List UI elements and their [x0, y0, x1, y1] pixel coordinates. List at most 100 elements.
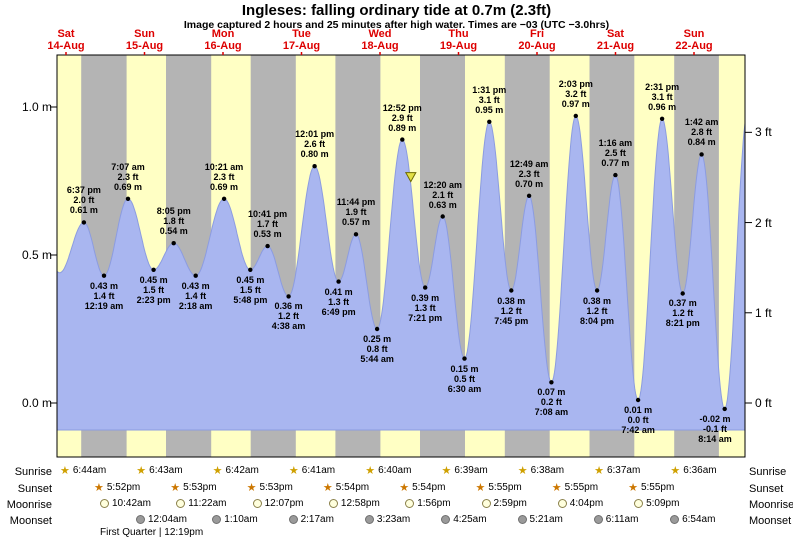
- tide-extreme-dot: [526, 193, 532, 198]
- sunrise-icon: ★: [441, 464, 452, 477]
- sunrise-time: 6:41am: [301, 465, 336, 476]
- sunrise-time: 6:44am: [72, 465, 107, 476]
- sunrise-icon: ★: [288, 464, 299, 477]
- annotation-line: 1.4 ft: [185, 290, 207, 301]
- annotation-line: 2.8 ft: [691, 127, 713, 138]
- sunrise-time: 6:37am: [606, 465, 641, 476]
- tide-extreme-dot: [423, 285, 428, 290]
- tide-extreme-dot: [353, 232, 359, 237]
- moonrise-entry: 5:09pm: [634, 498, 679, 509]
- y-axis-label-feet: 3 ft: [755, 125, 772, 140]
- moonrise-time: 12:07pm: [264, 498, 304, 509]
- annotation-line: 0.8 ft: [366, 344, 388, 354]
- annotation-line: 12:52 pm: [382, 102, 422, 113]
- tide-high-annotation: 2:03 pm 3.2 ft 0.97 m: [559, 79, 593, 109]
- chart-subtitle: Image captured 2 hours and 25 minutes af…: [183, 19, 610, 31]
- sunset-time: 5:53pm: [183, 482, 217, 493]
- annotation-line: 12:01 pm: [295, 129, 335, 140]
- tide-high-annotation: 10:21 am 2.3 ft 0.69 m: [205, 162, 244, 192]
- sunrise-icon: ★: [60, 464, 70, 477]
- tide-high-annotation: 12:01 pm 2.6 ft 0.80 m: [295, 129, 334, 159]
- tide-low-annotation: 0.15 m 0.5 ft 6:30 am: [448, 364, 482, 394]
- moonset-time: 6:54am: [682, 514, 716, 525]
- moonrise-time: 12:58pm: [340, 498, 380, 509]
- day-label: Mon 16-Aug: [204, 28, 241, 52]
- y-axis-label-meters: 0.5 m: [21, 248, 52, 262]
- sunset-time: 5:55pm: [488, 482, 522, 493]
- tide-extreme-dot: [440, 214, 445, 219]
- moonrise-icon: [481, 499, 491, 508]
- day-name: Sun: [134, 28, 155, 40]
- moonrise-entry: 4:04pm: [557, 498, 604, 509]
- tide-low-annotation: 0.45 m 1.5 ft 5:48 pm: [233, 275, 267, 305]
- annotation-line: 0.43 m: [181, 280, 210, 291]
- annotation-line: 0.95 m: [475, 104, 504, 115]
- annotation-line: 6:37 pm: [66, 185, 101, 196]
- sunrise-icon: ★: [136, 464, 147, 477]
- annotation-line: 8:14 am: [698, 433, 732, 444]
- sunset-icon: ★: [322, 481, 333, 494]
- sunrise-time: 6:43am: [149, 465, 183, 476]
- moonrise-entry: 12:58pm: [328, 498, 380, 509]
- sunset-entry: ★ 5:54pm: [399, 482, 445, 493]
- moonset-time: 12:04am: [148, 514, 187, 525]
- row-label-moonset-left: Moonset: [9, 515, 52, 527]
- moonrise-icon: [405, 499, 415, 508]
- annotation-line: 2:03 pm: [558, 78, 593, 89]
- moonset-entry: 5:21am: [517, 514, 563, 525]
- day-label: Sun 22-Aug: [675, 28, 713, 52]
- tide-extreme-dot: [680, 291, 685, 296]
- annotation-line: 1.2 ft: [500, 305, 522, 316]
- y-axis-label-meters: 1.0 m: [21, 100, 52, 114]
- moonset-icon: [593, 515, 603, 524]
- y-axis-label-feet: 2 ft: [755, 215, 772, 230]
- annotation-line: 8:21 pm: [665, 318, 700, 329]
- moonrise-icon: [176, 499, 186, 508]
- sunset-entry: ★ 5:55pm: [628, 482, 674, 493]
- day-date: 21-Aug: [596, 39, 635, 52]
- annotation-line: 10:21 am: [204, 161, 244, 172]
- annotation-line: 5:44 am: [360, 354, 394, 364]
- annotation-line: 0.57 m: [341, 217, 370, 228]
- annotation-line: 0.61 m: [69, 205, 98, 216]
- moonrise-entry: 12:07pm: [252, 498, 304, 509]
- annotation-line: 0.54 m: [159, 226, 188, 237]
- annotation-line: 0.39 m: [411, 292, 440, 303]
- sunrise-time: 6:36am: [683, 465, 717, 476]
- annotation-line: 0.43 m: [89, 280, 118, 291]
- moonset-icon: [364, 515, 374, 524]
- moonrise-time: 4:04pm: [569, 498, 604, 509]
- day-label: Tue 17-Aug: [283, 28, 320, 52]
- moonset-entry: 1:10am: [212, 514, 258, 525]
- tide-high-annotation: 11:44 pm 1.9 ft 0.57 m: [337, 197, 376, 227]
- day-date: 22-Aug: [675, 39, 713, 52]
- annotation-line: 7:08 am: [534, 407, 569, 418]
- day-name: Tue: [292, 28, 311, 40]
- tide-extreme-dot: [635, 397, 641, 403]
- moonrise-icon: [252, 499, 262, 508]
- moonrise-icon: [634, 499, 644, 508]
- annotation-line: 0.0 ft: [627, 415, 649, 426]
- annotation-line: 0.01 m: [624, 405, 653, 416]
- moonset-entry: 4:25am: [441, 514, 487, 525]
- annotation-line: -0.1 ft: [702, 423, 727, 434]
- moonset-entry: 12:04am: [136, 514, 187, 525]
- sunset-icon: ★: [399, 481, 410, 494]
- day-label: Sun 15-Aug: [126, 28, 163, 52]
- annotation-line: 0.37 m: [668, 298, 697, 309]
- sunrise-entry: ★ 6:41am: [289, 465, 335, 476]
- annotation-line: 0.5 ft: [453, 373, 475, 384]
- sunrise-time: 6:40am: [378, 465, 412, 476]
- tide-extreme-dot: [265, 243, 270, 249]
- y-axis-label-meters: 0.0 m: [21, 396, 52, 410]
- sunset-entry: ★ 5:53pm: [247, 482, 293, 493]
- annotation-line: 2.3 ft: [213, 171, 235, 182]
- sunrise-entry: ★ 6:43am: [136, 465, 182, 476]
- row-label-moonrise-left: Moonrise: [6, 499, 52, 511]
- annotation-line: 0.96 m: [648, 101, 677, 112]
- tide-extreme-dot: [248, 267, 253, 272]
- annotation-line: 7:42 am: [621, 425, 655, 436]
- sunrise-time: 6:38am: [530, 465, 565, 476]
- tide-extreme-dot: [613, 172, 618, 178]
- annotation-line: 0.07 m: [537, 387, 566, 398]
